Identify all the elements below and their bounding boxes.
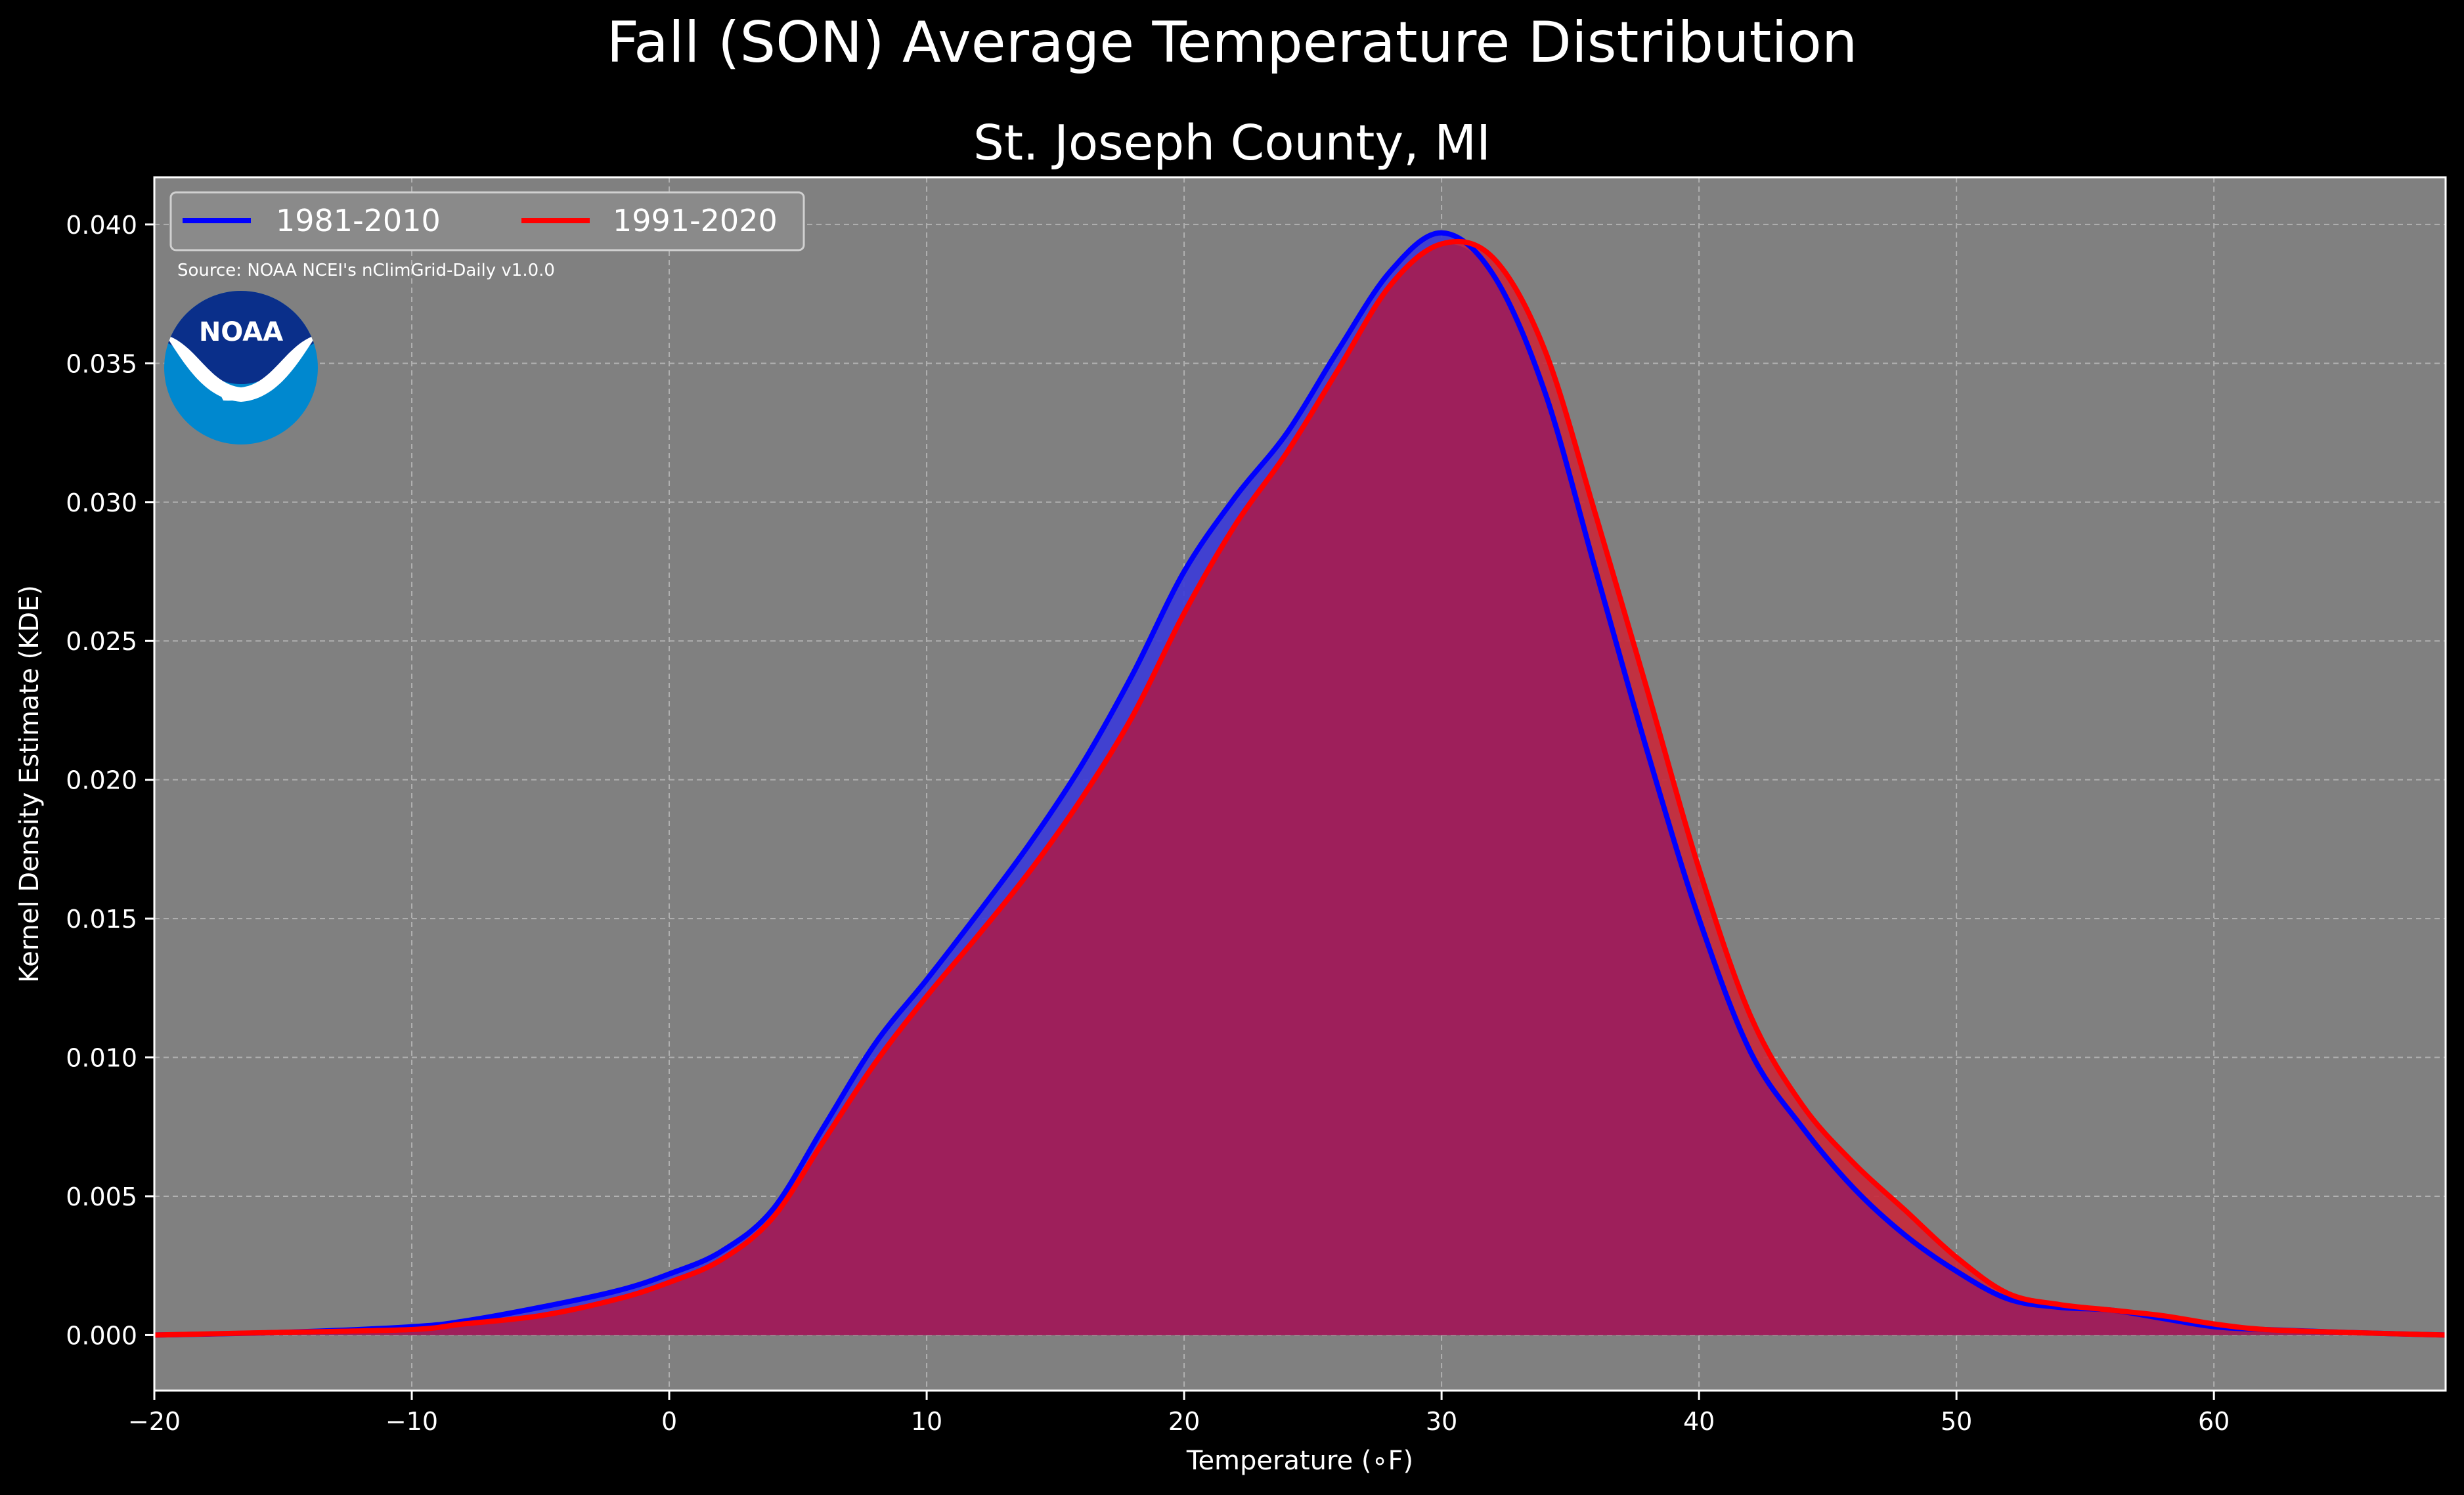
y-tick-label: 0.040	[66, 211, 137, 240]
legend-label-1981-2010: 1981-2010	[276, 203, 441, 238]
y-tick-label: 0.010	[66, 1044, 137, 1073]
y-tick-label: 0.020	[66, 766, 137, 795]
x-tick-label: 10	[911, 1407, 942, 1436]
legend: 1981-2010 1991-2020	[169, 191, 805, 251]
x-tick-label: 30	[1426, 1407, 1457, 1436]
y-tick-label: 0.025	[66, 627, 137, 656]
legend-frame	[169, 191, 805, 251]
y-axis-label: Kernel Density Estimate (KDE)	[14, 585, 45, 983]
logo-lettering: NOAA	[199, 317, 283, 347]
x-tick-label: 0	[661, 1407, 677, 1436]
plot-area-frame	[153, 176, 2447, 1392]
y-tick-label: 0.005	[66, 1182, 137, 1211]
y-tick-label: 0.015	[66, 905, 137, 934]
y-tick-label: 0.000	[66, 1321, 137, 1350]
x-tick-label: 20	[1168, 1407, 1200, 1436]
y-tick-label: 0.035	[66, 349, 137, 378]
x-tick-label: 50	[1941, 1407, 1972, 1436]
y-tick-label: 0.030	[66, 488, 137, 517]
chart-title: Fall (SON) Average Temperature Distribut…	[606, 10, 1858, 76]
series-line-1981-2010	[154, 230, 2446, 1338]
source-note: Source: NOAA NCEI's nClimGrid-Daily v1.0…	[177, 261, 555, 280]
x-tick-label: 60	[2198, 1407, 2230, 1436]
noaa-logo-icon: NOAA	[164, 291, 318, 444]
x-tick-label: −10	[385, 1407, 438, 1436]
series-lines	[154, 230, 2446, 1338]
x-axis-label: Temperature (∘F)	[1186, 1446, 1413, 1476]
legend-label-1991-2020: 1991-2020	[613, 203, 778, 238]
area-fill-overlap	[154, 244, 2446, 1335]
density-fill	[154, 232, 2446, 1335]
chart-subtitle: St. Joseph County, MI	[973, 115, 1491, 171]
x-tick-label: 40	[1683, 1407, 1715, 1436]
series-line-1991-2020	[154, 238, 2446, 1338]
axis-ticks: −20 −10 0 10 20 30 40 50 60 0.000 0.005 0.010 0.015 0…	[66, 211, 2230, 1436]
x-tick-label: −20	[128, 1407, 181, 1436]
